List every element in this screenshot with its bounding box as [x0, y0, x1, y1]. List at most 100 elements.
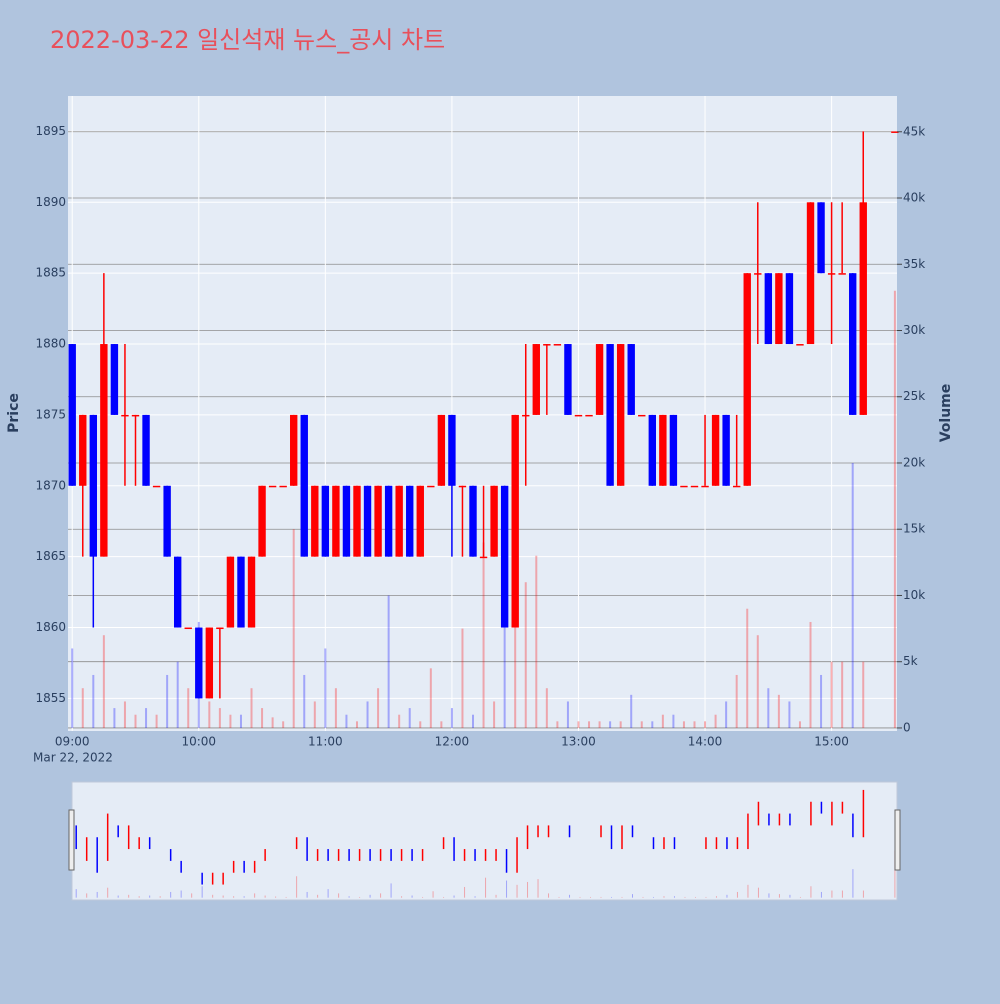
volume-bar	[187, 688, 190, 728]
y2-tick-label: 30k	[903, 323, 925, 337]
candle-body	[332, 485, 340, 557]
volume-bar	[81, 688, 84, 728]
candle-body	[522, 414, 530, 417]
slider-volume-bar	[841, 890, 843, 898]
candle-body	[258, 485, 266, 557]
slider-volume-bar	[254, 893, 256, 898]
candle-body	[427, 485, 435, 488]
slider-volume-bar	[726, 894, 728, 898]
slider-volume-bar	[894, 850, 896, 898]
slider-volume-bar	[390, 883, 392, 898]
y2-tick-label: 15k	[903, 522, 925, 536]
volume-bar	[472, 714, 475, 728]
slider-volume-bar	[464, 886, 466, 898]
slider-volume-bar	[495, 894, 497, 898]
candle-body	[121, 414, 129, 417]
candle-body	[300, 414, 308, 557]
volume-bar	[218, 708, 221, 728]
y2-tick-label: 25k	[903, 389, 925, 403]
volume-bar	[92, 674, 95, 728]
slider-volume-bar	[212, 894, 214, 898]
volume-bar	[229, 714, 232, 728]
candle-body	[68, 344, 76, 486]
volume-bar	[334, 688, 337, 728]
volume-bar	[619, 721, 622, 728]
y-tick-label: 1875	[35, 407, 66, 421]
volume-bar	[609, 721, 612, 728]
slider-volume-bar	[369, 894, 371, 898]
candle-body	[290, 414, 298, 486]
candle-body	[722, 414, 730, 486]
slider-handle-right[interactable]	[894, 809, 901, 871]
slider-volume-bar	[694, 896, 696, 898]
y2-tick-label: 5k	[903, 654, 918, 668]
volume-bar	[303, 674, 306, 728]
slider-volume-bar	[191, 893, 193, 898]
y2-tick-label: 0	[903, 720, 911, 734]
candle-body	[543, 344, 551, 346]
slider-volume-bar	[757, 887, 759, 898]
slider-volume-bar	[527, 881, 529, 898]
volume-bar	[577, 721, 580, 728]
slider-volume-bar	[474, 896, 476, 898]
volume-bar	[271, 717, 274, 728]
volume-bar	[113, 708, 116, 728]
candle-body	[891, 131, 899, 133]
slider-volume-bar	[852, 869, 854, 898]
slider-volume-bar	[317, 894, 319, 898]
candle-body	[311, 485, 319, 557]
y-axis-title: Price	[6, 393, 22, 433]
volume-bar	[798, 721, 801, 728]
volume-bar	[830, 661, 833, 728]
volume-bar	[725, 701, 728, 728]
volume-bar	[693, 721, 696, 728]
slider-volume-bar	[506, 880, 508, 898]
rangeslider[interactable]	[71, 781, 898, 901]
volume-bar	[387, 595, 390, 728]
volume-bar	[820, 674, 823, 728]
candle-body	[184, 627, 192, 630]
candle-body	[131, 414, 140, 417]
slider-volume-bar	[180, 890, 182, 898]
y2-tick-label: 20k	[903, 455, 925, 469]
volume-bar	[123, 701, 126, 728]
volume-bar	[377, 688, 380, 728]
volume-bar	[714, 714, 717, 728]
candle-body	[142, 414, 150, 486]
slider-volume-bar	[673, 896, 675, 898]
volume-bar	[514, 608, 517, 728]
candle-body	[363, 485, 372, 557]
candle-body	[638, 414, 646, 417]
volume-bar	[767, 688, 770, 728]
volume-bar	[71, 648, 74, 728]
volume-bar	[777, 694, 780, 728]
slider-volume-bar	[138, 896, 140, 898]
candle-body	[384, 485, 393, 557]
volume-bar	[366, 701, 369, 728]
slider-volume-bar	[715, 896, 717, 898]
slider-volume-bar	[306, 891, 308, 898]
x-date-label: Mar 22, 2022	[33, 751, 113, 765]
y-tick-label: 1895	[35, 124, 66, 138]
candle-body	[806, 202, 815, 345]
candle-body	[458, 485, 467, 488]
candle-body	[395, 485, 403, 557]
candle-body	[195, 627, 203, 699]
volume-bar	[841, 661, 844, 728]
slider-volume-bar	[128, 894, 130, 898]
y2-tick-label: 10k	[903, 588, 925, 602]
candle-body	[754, 273, 762, 275]
candle-body	[553, 344, 562, 346]
candle-body	[764, 273, 773, 345]
slider-handle-left[interactable]	[68, 809, 75, 871]
slider-volume-bar	[569, 894, 571, 898]
candle-body	[490, 485, 498, 557]
volume-bar	[482, 542, 485, 728]
candle-body	[374, 485, 382, 557]
slider-volume-bar	[243, 896, 245, 898]
chart-title: 2022-03-22 일신석재 뉴스_공시 차트	[50, 26, 445, 54]
volume-bar	[450, 708, 453, 728]
candle-body	[532, 344, 540, 415]
x-tick-label: 10:00	[181, 735, 216, 749]
